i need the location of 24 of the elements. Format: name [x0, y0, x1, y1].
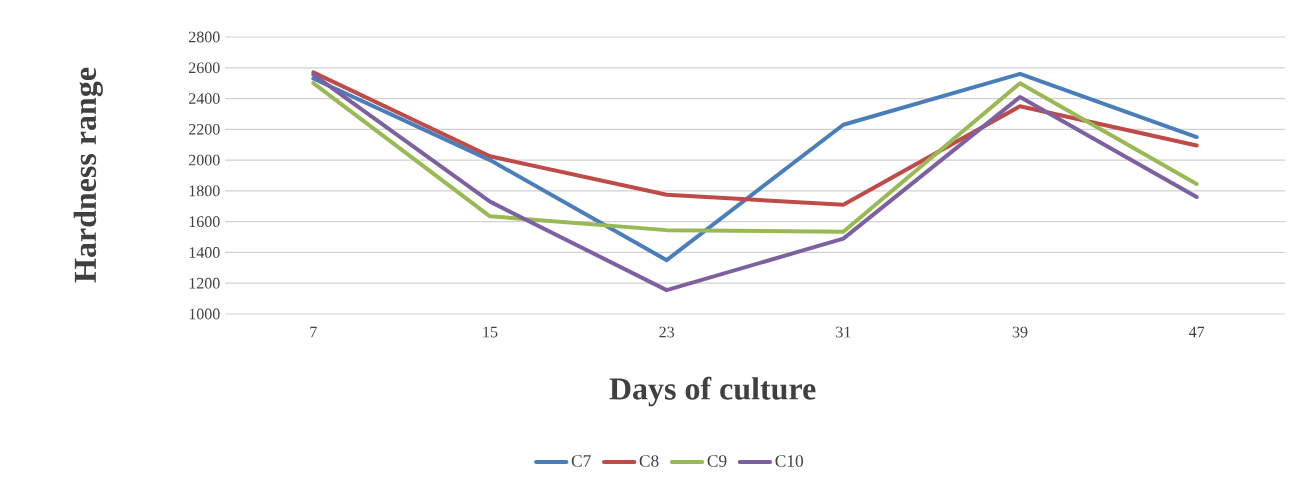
y-tick-label: 2000 — [189, 154, 220, 166]
y-tick-label: 2400 — [189, 93, 220, 104]
legend-label: C10 — [775, 455, 804, 467]
y-tick-label: 2200 — [189, 123, 220, 135]
legend-label: C7 — [571, 455, 591, 467]
line-series — [311, 81, 1199, 234]
y-tick-label: 1800 — [189, 185, 220, 197]
y-tick-label: 2800 — [189, 31, 220, 43]
x-tick-label: 47 — [1188, 326, 1205, 338]
legend-label: C8 — [639, 455, 659, 467]
legend-label: C9 — [707, 455, 727, 467]
y-axis-title: Hardness range — [73, 67, 103, 283]
y-tick-label: 1600 — [189, 216, 220, 228]
line-series — [311, 70, 1199, 207]
x-tick-label: 15 — [483, 326, 498, 338]
x-tick-label: 7 — [310, 326, 317, 338]
x-tick-label: 39 — [1012, 326, 1028, 338]
y-tick-label: 1000 — [189, 308, 220, 320]
x-tick-label: 31 — [836, 326, 851, 338]
y-tick-label: 1200 — [189, 277, 220, 289]
x-axis-title: Days of culture — [609, 376, 816, 407]
y-tick-label: 1400 — [189, 247, 220, 258]
y-tick-label: 2600 — [189, 62, 220, 74]
x-tick-label: 23 — [659, 326, 675, 338]
